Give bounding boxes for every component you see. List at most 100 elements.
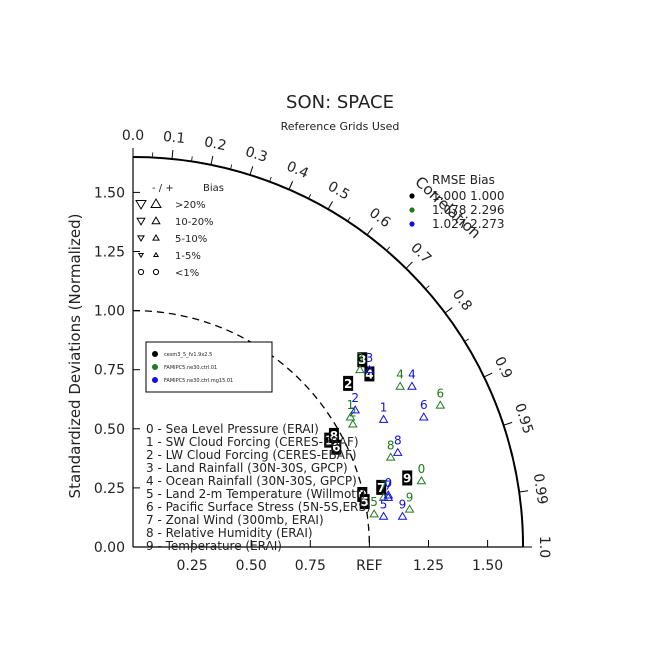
triangle-up-marker — [417, 477, 425, 484]
triangle-up-marker — [396, 382, 404, 389]
case-legend-label: cesm3_5_fv1.9x2.5 — [164, 352, 212, 358]
triangle-up-marker — [380, 416, 388, 423]
point-label: 9 — [399, 497, 407, 511]
corr-tick-label: 0.2 — [203, 134, 228, 154]
corr-tick-label: 0.0 — [122, 128, 144, 144]
corr-tick-mark — [328, 201, 333, 209]
corr-minor-tick — [309, 194, 311, 198]
variable-list-item: 7 - Zonal Wind (300mb, ERAI) — [146, 513, 324, 527]
rmse-bias-values: 1.078 2.296 — [432, 203, 505, 217]
corr-tick-mark — [406, 262, 412, 268]
rmse-bias-values: 1.027 2.273 — [432, 217, 505, 231]
variable-list-item: 4 - Ocean Rainfall (30N-30S, GPCP) — [146, 474, 357, 488]
rmse-bias-dot — [409, 221, 414, 226]
x-tick-label: REF — [356, 558, 383, 574]
bias-legend-label: >20% — [175, 200, 206, 211]
corr-tick-label: 0.99 — [530, 472, 550, 505]
corr-tick-mark — [367, 228, 372, 235]
triangle-up-marker — [154, 253, 158, 257]
point-label: 3 — [356, 351, 364, 365]
corr-minor-tick — [465, 339, 469, 342]
chart-subtitle: Reference Grids Used — [281, 120, 400, 133]
point-label: 1 — [380, 401, 388, 415]
triangle-up-marker — [349, 420, 357, 427]
point-label: 3 — [366, 351, 374, 365]
triangle-down-marker — [138, 236, 144, 241]
corr-minor-tick — [348, 217, 351, 221]
bias-legend-header: Bias — [203, 183, 224, 194]
point-label: 6 — [436, 386, 444, 400]
corr-tick-label: 0.9 — [491, 354, 515, 381]
chart-title: SON: SPACE — [286, 92, 394, 113]
variable-list-item: 2 - LW Cloud Forcing (CERES-EBAF) — [146, 448, 357, 462]
triangle-down-marker — [137, 218, 145, 225]
variable-list-item: 6 - Pacific Surface Stress (5N-5S,ERS) — [146, 500, 371, 514]
bias-legend-label: 1-5% — [175, 251, 201, 262]
bias-legend-label: 5-10% — [175, 234, 207, 245]
corr-minor-tick — [387, 247, 390, 251]
corr-tick-label: 0.3 — [243, 144, 269, 166]
triangle-up-marker — [420, 413, 428, 420]
circle-marker — [153, 269, 158, 274]
corr-tick-label: 0.8 — [449, 287, 475, 314]
std-tick-label: 0.25 — [94, 481, 125, 497]
triangle-up-marker — [370, 510, 378, 517]
point-label: 9 — [403, 471, 411, 485]
corr-tick-mark — [504, 422, 513, 425]
point-label: 6 — [420, 398, 428, 412]
case-legend-dot — [152, 351, 158, 357]
corr-tick-label: 0.95 — [511, 401, 536, 436]
triangle-up-marker — [394, 449, 402, 456]
rmse-bias-dot — [409, 207, 414, 212]
triangle-up-marker — [408, 382, 416, 389]
case-legend-dot — [152, 364, 158, 370]
rmse-bias-dot — [409, 193, 414, 198]
corr-tick-mark — [172, 150, 173, 159]
rmse-bias-values: 1.000 1.000 — [432, 189, 505, 203]
point-label: 2 — [344, 377, 352, 391]
corr-tick-mark — [211, 156, 213, 165]
bias-legend-label: 10-20% — [175, 217, 214, 228]
point-label: 7 — [384, 479, 392, 493]
point-label: 5 — [380, 497, 388, 511]
std-tick-label: 1.50 — [94, 185, 125, 201]
corr-tick-mark — [289, 181, 293, 189]
triangle-up-marker — [380, 512, 388, 519]
variable-list-item: 1 - SW Cloud Forcing (CERES-EBAF) — [146, 435, 359, 449]
point-label: 2 — [351, 391, 359, 405]
corr-tick-mark — [519, 491, 528, 492]
corr-tick-mark — [484, 373, 492, 377]
corr-tick-label: 1.0 — [536, 536, 552, 558]
point-label: 4 — [396, 367, 404, 381]
x-tick-label: 1.25 — [413, 558, 444, 574]
triangle-up-marker — [406, 505, 414, 512]
case-legend-label: FAMIPC5.ne30.ctrl.01 — [164, 365, 217, 371]
corr-tick-label: 0.5 — [325, 179, 352, 204]
x-tick-label: 1.50 — [472, 558, 503, 574]
triangle-up-marker — [436, 401, 444, 408]
std-tick-label: 1.25 — [94, 245, 125, 261]
variable-list-item: 9 - Temperature (ERAI) — [146, 539, 282, 553]
triangle-up-marker — [153, 235, 159, 240]
point-label: 9 — [406, 490, 414, 504]
std-tick-label: 0.50 — [94, 422, 125, 438]
triangle-up-marker — [152, 217, 160, 224]
std-tick-label: 0.00 — [94, 540, 125, 556]
bias-legend-label: <1% — [175, 268, 199, 279]
triangle-up-marker — [387, 453, 395, 460]
triangle-down-marker — [136, 201, 146, 209]
variable-list-item: 8 - Relative Humidity (ERAI) — [146, 526, 313, 540]
variable-list-item: 5 - Land 2-m Temperature (Willmott) — [146, 487, 365, 501]
corr-tick-label: 0.6 — [366, 205, 393, 231]
corr-minor-tick — [426, 286, 430, 289]
point-label: 4 — [365, 367, 373, 381]
y-axis-label: Standardized Deviations (Normalized) — [66, 214, 84, 499]
corr-tick-label: 0.1 — [162, 129, 186, 147]
bias-legend-symbols: - / + — [152, 183, 174, 194]
variable-list-item: 0 - Sea Level Pressure (ERAI) — [146, 422, 319, 436]
corr-tick-label: 0.4 — [284, 158, 311, 182]
triangle-up-marker — [398, 512, 406, 519]
rmse-bias-header: RMSE Bias — [432, 173, 495, 187]
